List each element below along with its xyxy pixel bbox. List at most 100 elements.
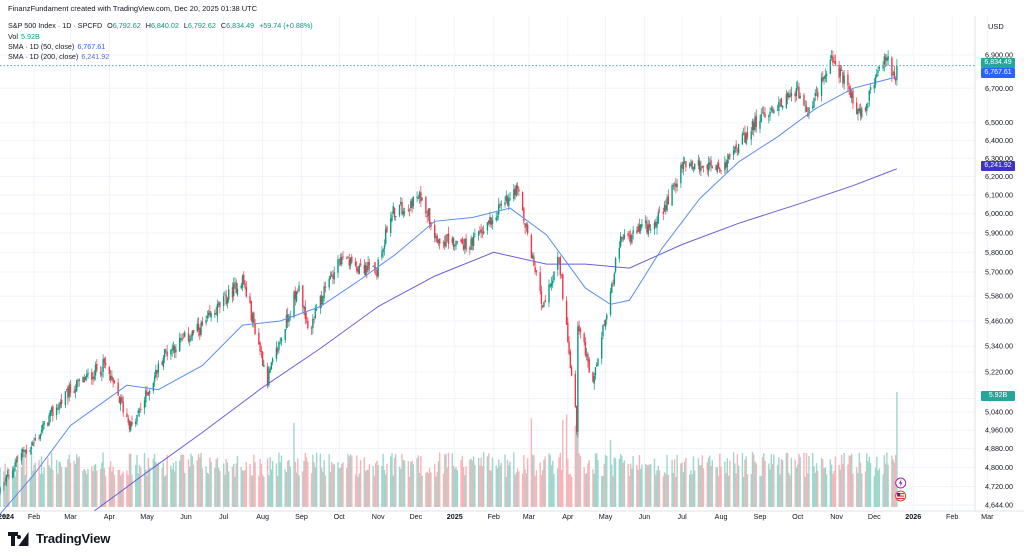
candle-body bbox=[32, 442, 34, 446]
candle-body bbox=[64, 391, 67, 406]
candle-body bbox=[838, 64, 840, 78]
lightning-event-icon[interactable] bbox=[895, 477, 907, 489]
candle-body bbox=[76, 380, 78, 391]
volume-bar bbox=[491, 457, 494, 507]
candle-body bbox=[508, 198, 510, 207]
candle-body bbox=[499, 204, 501, 206]
volume-bar bbox=[829, 459, 832, 507]
x-tick-label: 2025 bbox=[447, 512, 463, 521]
volume-value: 5.92B bbox=[21, 32, 40, 41]
volume-bar bbox=[161, 467, 163, 507]
volume-bar bbox=[690, 470, 692, 507]
candle-body bbox=[742, 133, 745, 135]
symbol-name[interactable]: S&P 500 Index · 1D · SPCFD bbox=[8, 21, 103, 30]
candle-body bbox=[225, 295, 227, 305]
x-tick-label: Apr bbox=[562, 512, 574, 521]
volume-bar bbox=[243, 470, 245, 507]
candle-body bbox=[148, 390, 151, 394]
volume-bar bbox=[172, 463, 175, 507]
volume-bar bbox=[307, 461, 309, 507]
volume-bar bbox=[156, 464, 158, 507]
candle-body bbox=[357, 268, 359, 272]
volume-bar bbox=[112, 466, 114, 507]
candle-body bbox=[638, 224, 641, 233]
candle-body bbox=[785, 94, 788, 108]
candle-body bbox=[20, 452, 23, 461]
volume-bar bbox=[839, 469, 842, 507]
candle-body bbox=[861, 108, 863, 118]
legend-symbol-row: S&P 500 Index · 1D · SPCFD O6,792.62 H6,… bbox=[8, 21, 313, 30]
volume-bar bbox=[745, 456, 747, 507]
volume-bar bbox=[270, 469, 273, 507]
sma200-label[interactable]: SMA · 1D (200, close) bbox=[8, 52, 79, 61]
volume-bar bbox=[866, 453, 868, 507]
candle-body bbox=[706, 164, 708, 170]
candle-body bbox=[495, 217, 497, 221]
currency-label[interactable]: USD bbox=[988, 22, 1004, 31]
volume-bar bbox=[271, 461, 274, 507]
volume-bar bbox=[392, 475, 394, 507]
candle-body bbox=[565, 300, 568, 325]
volume-bar bbox=[840, 454, 843, 507]
candle-body bbox=[778, 101, 780, 111]
volume-bar bbox=[857, 473, 859, 507]
volume-bar bbox=[67, 459, 69, 507]
x-tick-label: Dec bbox=[868, 512, 881, 521]
candle-body bbox=[126, 413, 128, 418]
candle-body bbox=[583, 333, 585, 343]
volume-bar bbox=[430, 472, 432, 507]
y-tick-label: 4,720.00 bbox=[985, 482, 1013, 491]
volume-bar bbox=[882, 474, 884, 507]
sma50-label[interactable]: SMA · 1D (50, close) bbox=[8, 42, 75, 51]
candle-body bbox=[392, 206, 394, 214]
volume-label[interactable]: Vol bbox=[8, 32, 18, 41]
candle-body bbox=[824, 75, 827, 79]
candle-body bbox=[442, 242, 445, 244]
candle-body bbox=[216, 304, 219, 317]
volume-bar bbox=[113, 474, 116, 507]
volume-bar bbox=[279, 462, 281, 507]
volume-bar bbox=[540, 475, 543, 507]
x-tick-label: Feb bbox=[946, 512, 958, 521]
candle-body bbox=[498, 204, 500, 215]
candle-body bbox=[271, 358, 274, 363]
volume-bar bbox=[628, 475, 631, 507]
volume-bar bbox=[260, 464, 263, 507]
candle-body bbox=[190, 335, 192, 340]
volume-bar bbox=[697, 458, 700, 507]
candle-body bbox=[312, 318, 314, 329]
candle-body bbox=[812, 106, 814, 109]
candle-body bbox=[219, 301, 221, 307]
candle-body bbox=[602, 324, 604, 337]
candle-body bbox=[302, 285, 304, 307]
volume-bar bbox=[798, 453, 800, 507]
candle-body bbox=[279, 342, 281, 344]
y-tick-label: 5,040.00 bbox=[985, 407, 1013, 416]
candle-body bbox=[790, 92, 793, 97]
volume-bar bbox=[539, 462, 541, 507]
y-tick-label: 6,300.00 bbox=[985, 154, 1013, 163]
volume-bar bbox=[356, 455, 358, 507]
volume-bar bbox=[76, 454, 78, 507]
tradingview-logo[interactable]: TradingView bbox=[8, 531, 110, 546]
us-flag-event-icon[interactable] bbox=[895, 490, 907, 502]
candle-body bbox=[623, 234, 626, 239]
volume-bar bbox=[804, 476, 806, 507]
volume-bar bbox=[347, 453, 349, 507]
volume-bar bbox=[288, 459, 290, 507]
volume-bar bbox=[359, 460, 362, 507]
candle-body bbox=[717, 162, 720, 169]
volume-bar bbox=[530, 418, 533, 507]
candle-body bbox=[691, 160, 693, 170]
candle-body bbox=[521, 191, 524, 211]
volume-bar bbox=[479, 465, 481, 507]
candle-body bbox=[368, 262, 371, 266]
y-tick-label: 6,200.00 bbox=[985, 172, 1013, 181]
candle-body bbox=[153, 376, 156, 382]
candle-body bbox=[263, 364, 265, 368]
volume-bar bbox=[462, 466, 465, 507]
candle-body bbox=[524, 223, 526, 228]
volume-bar bbox=[498, 459, 500, 507]
candle-body bbox=[315, 308, 318, 310]
